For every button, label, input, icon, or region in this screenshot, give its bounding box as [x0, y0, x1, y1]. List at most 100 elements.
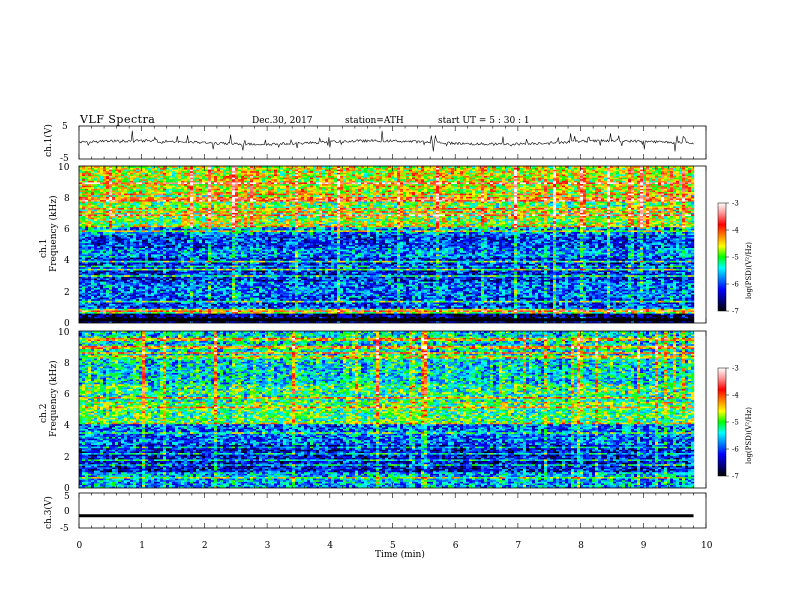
spectrogram-cell [433, 315, 437, 317]
spectrogram-cell [109, 300, 113, 303]
spectrogram-cell [643, 284, 647, 287]
spectrogram-cell [430, 303, 434, 306]
spectrogram-cell [433, 295, 437, 298]
spectrogram-cell [157, 315, 161, 317]
spectrogram-cell [229, 315, 233, 317]
spectrogram-cell [193, 308, 197, 311]
spectrogram-cell [343, 292, 347, 295]
spectrogram-cell [274, 321, 278, 323]
spectrogram-cell [247, 316, 251, 319]
spectrogram-cell [202, 287, 206, 290]
spectrogram-cell [508, 289, 512, 292]
spectrogram-cell [511, 303, 515, 306]
spectrogram-cell [142, 286, 146, 288]
spectrogram-cell [139, 300, 143, 303]
spectrogram-cell [262, 316, 266, 319]
spectrogram-cell [454, 300, 458, 303]
spectrogram-cell [274, 302, 278, 304]
spectrogram-cell [538, 321, 542, 323]
spectrogram-cell [85, 310, 89, 312]
spectrogram-cell [574, 321, 578, 323]
spectrogram-cell [673, 313, 677, 316]
spectrogram-cell [298, 287, 302, 290]
spectrogram-cell [472, 292, 476, 295]
spectrogram-cell [685, 294, 689, 296]
spectrogram-cell [142, 321, 146, 323]
spectrogram-cell [676, 299, 680, 301]
spectrogram-cell [418, 321, 422, 323]
spectrogram-cell [325, 316, 329, 319]
spectrogram-cell [133, 315, 137, 317]
spectrogram-cell [403, 303, 407, 306]
spectrogram-cell [553, 294, 557, 296]
spectrogram-cell [457, 294, 461, 296]
spectrogram-cell [490, 297, 494, 300]
spectrogram-cell [442, 300, 446, 303]
spectrogram-cell [403, 295, 407, 298]
spectrogram-cell [682, 307, 686, 309]
spectrogram-cell [313, 310, 317, 312]
spectrogram-cell [685, 305, 689, 308]
spectrogram-cell [160, 286, 164, 288]
spectrogram-cell [430, 321, 434, 323]
spectrogram-cell [187, 310, 191, 312]
spectrogram-cell [457, 305, 461, 308]
spectrogram-cell [553, 303, 557, 306]
spectrogram-cell [451, 308, 455, 311]
spectrogram-cell [382, 305, 386, 308]
spectrogram-cell [274, 294, 278, 296]
spectrogram-cell [229, 321, 233, 323]
spectrogram-cell [472, 297, 476, 300]
spectrogram-cell [550, 307, 554, 309]
spectrogram-cell [193, 291, 197, 293]
spectrogram-cell [565, 302, 569, 304]
spectrogram-cell [148, 305, 152, 308]
spectrogram-cell [679, 299, 683, 301]
spectrogram-cell [106, 313, 110, 316]
spectrogram-cell [274, 307, 278, 309]
spectrogram-cell [676, 302, 680, 304]
spectrogram-cell [103, 311, 107, 314]
spectrogram-cell [145, 321, 149, 323]
spectrogram-cell [520, 289, 524, 292]
spectrogram-cell [226, 310, 230, 312]
spectrogram-cell [448, 310, 452, 312]
spectrogram-cell [157, 295, 161, 298]
spectrogram-cell [478, 287, 482, 290]
spectrogram-cell [532, 321, 536, 323]
spectrogram-cell [241, 321, 245, 323]
spectrogram-cell [457, 291, 461, 293]
spectrogram-cell [586, 295, 590, 298]
spectrogram-cell [367, 300, 371, 303]
spectrogram-cell [478, 308, 482, 311]
spectrogram-cell [295, 305, 299, 308]
spectrogram-cell [430, 292, 434, 295]
spectrogram-cell [487, 310, 491, 312]
spectrogram-cell [220, 316, 224, 319]
spectrogram-cell [508, 284, 512, 287]
spectrogram-cell [187, 299, 191, 301]
spectrogram-cell [613, 294, 617, 296]
spectrogram-cell [451, 291, 455, 293]
spectrogram-cell [169, 310, 173, 312]
spectrogram-cell [517, 286, 521, 288]
spectrogram-cell [190, 287, 194, 290]
spectrogram-cell [244, 294, 248, 296]
spectrogram-cell [97, 284, 101, 287]
spectrogram-cell [622, 297, 626, 300]
spectrogram-cell [559, 291, 563, 293]
spectrogram-cell [634, 321, 638, 323]
spectrogram-cell [109, 292, 113, 295]
spectrogram-cell [391, 284, 395, 287]
spectrogram-cell [436, 292, 440, 295]
spectrogram-cell [466, 313, 470, 316]
spectrogram-cell [613, 315, 617, 317]
spectrogram-cell [628, 297, 632, 300]
spectrogram-cell [358, 297, 362, 300]
spectrogram-cell [343, 307, 347, 309]
spectrogram-cell [478, 310, 482, 312]
spectrogram-cell [451, 303, 455, 306]
spectrogram-cell [574, 286, 578, 288]
spectrogram-cell [271, 303, 275, 306]
spectrogram-cell [97, 292, 101, 295]
